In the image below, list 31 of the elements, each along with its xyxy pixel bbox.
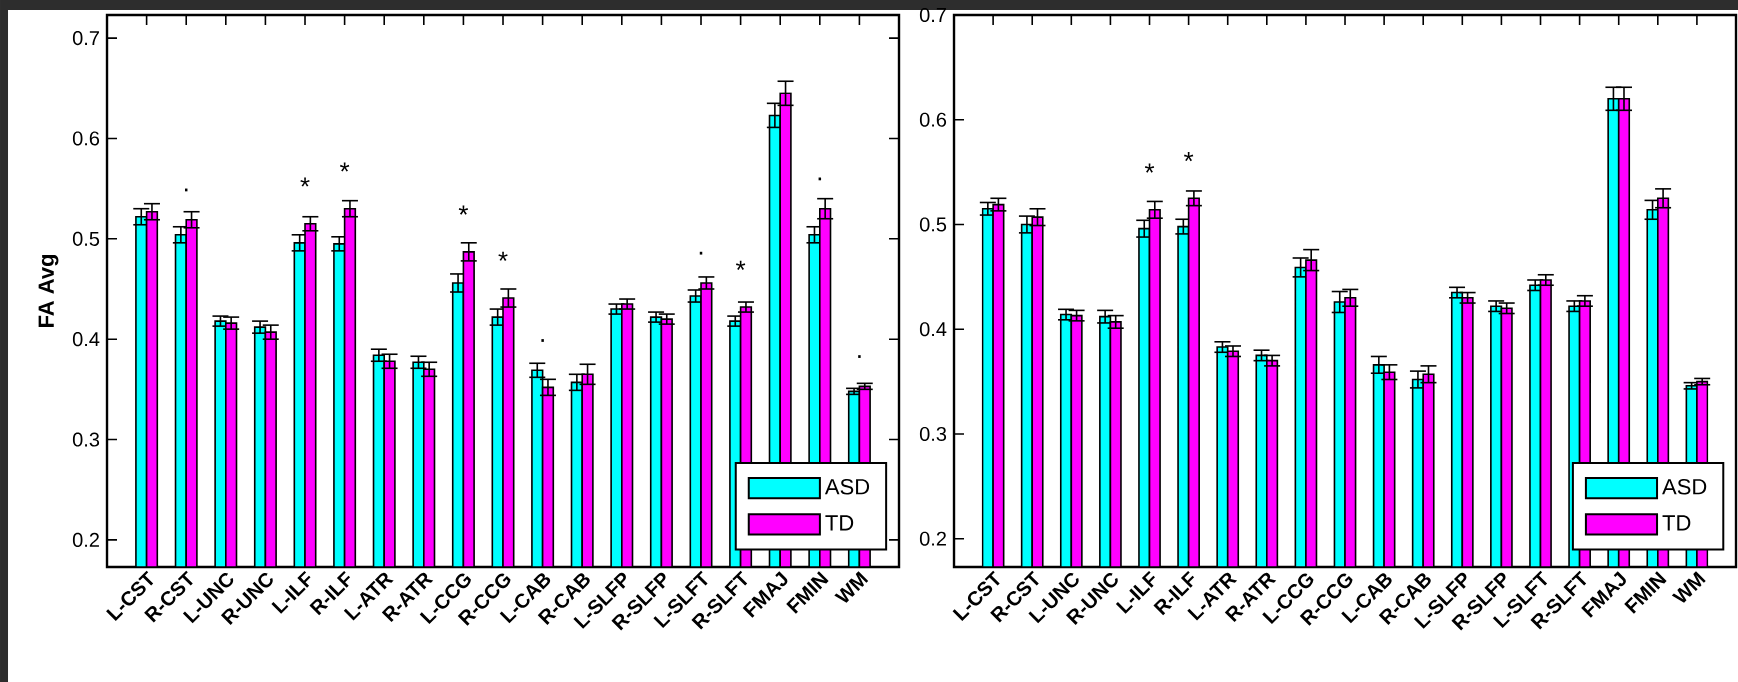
y-tick-label: 0.7 — [72, 31, 99, 46]
annotation: * — [339, 162, 350, 172]
legend-label: ASD — [824, 478, 870, 495]
annotation: . — [699, 251, 703, 255]
x-tick-label: WM — [834, 571, 869, 603]
annotation: . — [858, 355, 861, 358]
y-tick-label: 0.4 — [919, 322, 947, 337]
x-tick-label: WM — [1671, 571, 1706, 603]
annotation: * — [1144, 163, 1155, 173]
y-tick-label: 0.3 — [72, 432, 100, 447]
y-tick-label: 0.6 — [919, 112, 947, 127]
annotation: . — [541, 339, 544, 342]
y-tick-label: 0.2 — [72, 532, 99, 547]
annotation: . — [818, 177, 822, 181]
y-axis-title: FA Avg — [38, 255, 59, 328]
y-tick-label: 0.7 — [919, 7, 946, 23]
legend-label: TD — [825, 515, 854, 531]
annotation: * — [498, 251, 508, 261]
annotation: * — [300, 177, 310, 187]
legend-label: TD — [1662, 515, 1691, 531]
annotation: . — [184, 188, 188, 192]
y-tick-label: 0.3 — [919, 426, 947, 442]
y-tick-label: 0.4 — [72, 332, 100, 347]
annotation: * — [1183, 152, 1194, 162]
annotation: * — [458, 205, 469, 215]
legend-label: ASD — [1662, 478, 1707, 495]
y-tick-label: 0.6 — [72, 131, 100, 146]
annotation: * — [735, 260, 746, 270]
y-tick-label: 0.5 — [72, 231, 100, 246]
y-tick-label: 0.2 — [919, 531, 946, 546]
y-tick-label: 0.5 — [919, 217, 947, 232]
